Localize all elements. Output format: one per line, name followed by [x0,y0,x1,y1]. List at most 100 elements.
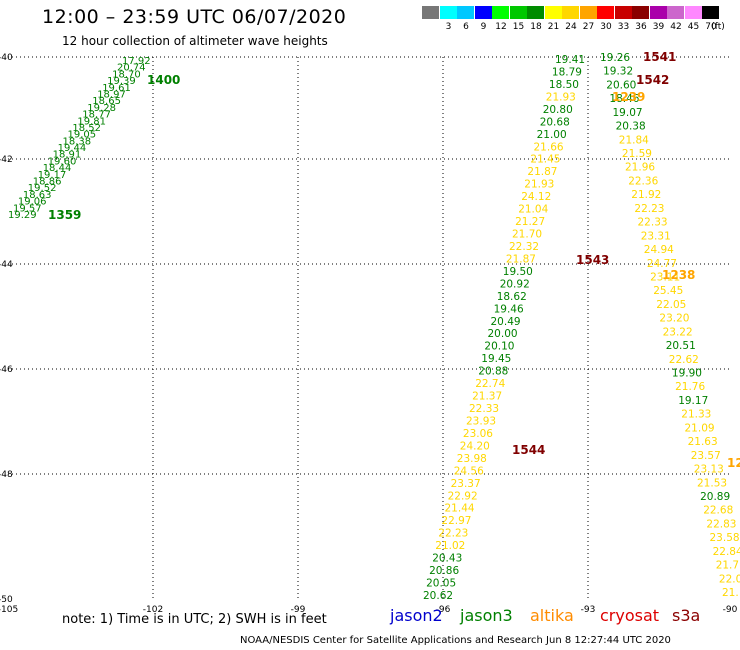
swh-value-label: 20.68 [540,116,570,128]
swh-value-label: 18.97 [97,90,126,101]
swh-value-label: 21.37 [472,391,502,403]
legend-tick-label: 33 [617,22,630,32]
swh-value-label: 21.53 [697,477,727,489]
pass-time-label: 1543 [576,253,609,267]
swh-value-label: 21.02 [435,540,465,552]
swh-value-label: 19.90 [672,368,702,380]
swh-value-label: 25.45 [653,285,683,297]
swh-value-label: 23.22 [663,326,693,338]
legend-swatch [614,6,632,19]
wave-height-legend: (ft) 3 6 9 12 15 18 21 24 27 30 33 36 39 42 45 70 [422,6,728,34]
lon-tick-label: -99 [291,605,306,615]
legend-swatch [422,6,439,19]
legend-swatch [457,6,474,19]
swh-value-label: 18.50 [549,79,579,91]
swh-value-label: 20.00 [488,328,518,340]
sat-jason3: jason3 [460,606,513,625]
swh-value-label: 20.49 [491,316,521,328]
sat-s3a: s3a [672,606,701,625]
swh-value-label: 19.52 [28,183,57,194]
swh-value-label: 20.10 [484,341,514,353]
map-subtitle: 12 hour collection of altimeter wave hei… [62,34,328,48]
swh-value-label: 19.81 [77,116,106,127]
swh-value-label: 23.58 [710,532,740,544]
swh-value-label: 19.06 [18,197,47,208]
swh-value-label: 19.17 [678,395,708,407]
swh-value-label: 21. [722,587,739,599]
swh-value-label: 20.60 [606,79,636,91]
legend-tick-label: 12 [495,22,507,32]
legend-tick-label: 70 [705,22,717,32]
pass-time-label: 1541 [643,50,676,64]
swh-value-label: 23.98 [457,453,487,465]
swh-value-label: 23.13 [694,464,724,476]
swh-value-label: 20.38 [616,121,646,133]
swh-value-label: 18.91 [53,150,82,161]
swh-value-label: 19.50 [503,266,533,278]
swh-value-label: 20.62 [423,590,453,602]
swh-value-label: 23.93 [466,416,496,428]
sat-altika: altika [530,606,574,625]
lat-tick-label: -48 [0,470,13,480]
swh-value-label: 18.79 [552,67,582,79]
legend-tick-label: 39 [652,22,665,32]
legend-swatch [527,6,544,19]
legend-tick-label: 15 [512,22,525,32]
swh-value-label: 24.12 [521,191,551,203]
swh-value-label: 20.86 [429,565,459,577]
lat-tick-label: -42 [0,155,13,165]
lon-tick-label: -90 [723,605,738,615]
legend-unit-label: (ft) [711,22,725,32]
legend-swatch [632,6,649,19]
legend-tick-label: 30 [600,22,612,32]
swh-value-label: 22.32 [509,241,539,253]
lat-tick-label: -40 [0,53,13,63]
pass-time-label: 1544 [512,443,545,457]
swh-value-label: 19.39 [107,76,136,87]
swh-value-label: 23.20 [659,313,689,325]
swh-value-label: 18.62 [497,291,527,303]
map-title: 12:00 – 23:59 UTC 06/07/2020 [42,6,347,28]
swh-value-label: 19.05 [68,130,97,141]
legend-swatch [684,6,702,19]
swh-value-label: 19.32 [603,66,633,78]
swh-value-label: 19.07 [613,107,643,119]
swh-value-label: 19.45 [481,353,511,365]
legend-tick-label: 9 [480,22,487,32]
swh-value-label: 19.61 [102,83,131,94]
swh-value-label: 21.66 [534,141,564,153]
swh-value-label: 22.33 [638,217,668,229]
swh-value-label: 18.70 [112,69,141,80]
legend-swatch [562,6,579,19]
legend-swatch [439,6,457,19]
swh-value-label: 18.65 [92,96,121,107]
legend-tick-label: 42 [670,22,682,32]
swh-value-label: 21.00 [537,129,567,141]
swh-value-label: 18.77 [82,110,111,121]
swh-value-label: 22.33 [469,403,499,415]
legend-tick-label: 21 [547,22,560,32]
legend-tick-label: 36 [635,22,647,32]
swh-value-label: 22.84 [713,546,740,558]
swh-value-label: 20.80 [543,104,573,116]
swh-value-label: 24.56 [454,465,484,477]
swh-value-label: 21.44 [445,503,475,515]
swh-value-label: 18.86 [33,177,62,188]
swh-value-label: 17.92 [122,56,151,67]
swh-value-label: 21.96 [625,162,655,174]
pass-time-label: 1238 [662,268,695,282]
lon-tick-label: -96 [436,605,451,615]
swh-value-label: 22.05 [656,299,686,311]
swh-value-label: 21.27 [515,216,545,228]
legend-swatch [667,6,684,19]
swh-value-label: 21.84 [619,134,649,146]
swh-value-label: 21.09 [685,422,715,434]
legend-tick-label: 24 [565,22,577,32]
swh-value-label: 22.36 [628,176,658,188]
swh-value-label: 21.7 [716,560,739,572]
swh-value-label: 21.93 [546,91,576,103]
legend-tick-label: 6 [463,22,469,32]
swh-value-label: 18.38 [63,136,92,147]
swh-value-label: 21.87 [527,166,557,178]
